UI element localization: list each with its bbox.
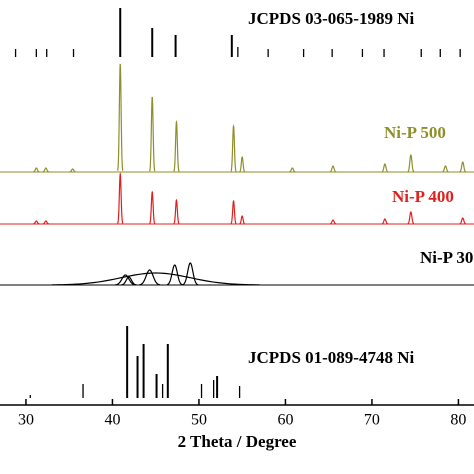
x-tick-label: 40: [104, 412, 120, 429]
peak: [329, 165, 337, 173]
x-tick-label: 50: [191, 412, 207, 429]
x-tick-label: 30: [18, 412, 34, 429]
peak: [117, 172, 124, 224]
peak: [173, 120, 180, 172]
peak: [33, 167, 40, 173]
peak: [117, 63, 124, 171]
series-label: Ni-P 400: [392, 187, 454, 206]
peak: [42, 220, 50, 225]
series-label: Ni-P 300: [420, 248, 474, 267]
peak: [173, 198, 180, 225]
peak: [166, 264, 183, 286]
peak: [239, 215, 245, 225]
peak: [182, 262, 199, 286]
peak: [381, 163, 389, 173]
peak: [149, 96, 156, 172]
x-tick-label: 70: [364, 412, 380, 429]
peak: [230, 124, 237, 172]
peak: [381, 218, 389, 225]
peak: [121, 276, 137, 286]
peak: [407, 211, 415, 225]
peak: [42, 167, 50, 173]
peak: [329, 219, 337, 225]
peak: [407, 154, 415, 173]
peak: [230, 200, 237, 225]
peak: [289, 167, 296, 173]
peak: [114, 274, 136, 286]
peak: [149, 190, 156, 225]
peak: [442, 165, 449, 173]
peak: [51, 272, 260, 286]
x-tick-label: 80: [450, 412, 466, 429]
series-label: JCPDS 03-065-1989 Ni: [248, 9, 414, 28]
x-tick-label: 60: [277, 412, 293, 429]
series-label: Ni-P 500: [384, 123, 446, 142]
peak: [139, 269, 161, 286]
peak: [239, 156, 246, 173]
peak: [69, 168, 76, 173]
peak: [459, 161, 467, 173]
x-axis-title: 2 Theta / Degree: [178, 432, 297, 451]
peak: [33, 220, 40, 225]
series-label: JCPDS 01-089-4748 Ni: [248, 348, 414, 367]
peak: [459, 217, 466, 225]
